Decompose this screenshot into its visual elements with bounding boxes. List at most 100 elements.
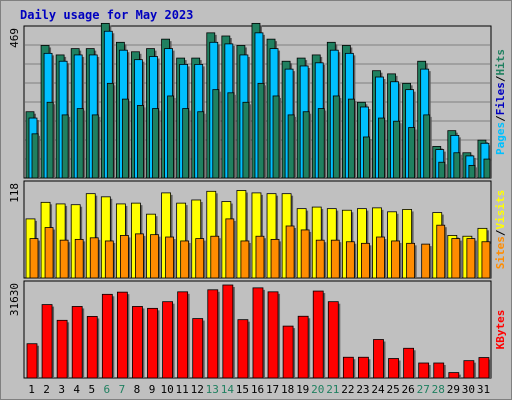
kbytes-bar: [26, 343, 38, 379]
x-tick-label: 21: [326, 383, 339, 396]
x-tick-label: 19: [296, 383, 309, 396]
x-tick-label: 5: [88, 383, 95, 396]
kbytes-bar: [282, 325, 294, 379]
kbytes-bar: [116, 291, 128, 379]
sites-bar: [89, 237, 99, 279]
kbytes-bar: [132, 306, 143, 379]
page-title: Daily usage for May 2023: [20, 8, 194, 22]
x-tick-label: 25: [386, 383, 399, 396]
legend-sites-visits: Sites/Visits: [494, 190, 507, 270]
x-tick-label: 10: [160, 383, 173, 396]
pages-bar: [347, 98, 355, 179]
x-tick-label: 8: [134, 383, 141, 396]
pages-bar: [46, 101, 54, 179]
kbytes-bar: [478, 357, 490, 379]
x-tick-label: 13: [206, 383, 219, 396]
kbytes-bar: [358, 356, 369, 379]
pages-bar: [121, 98, 129, 179]
sites-bar: [285, 225, 295, 279]
legend-sites: Sites: [494, 236, 507, 269]
sites-bar: [255, 235, 265, 279]
y-max-label-kbytes: 31630: [8, 283, 21, 316]
pages-bar: [302, 111, 310, 179]
kbytes-bar: [237, 319, 249, 379]
legend-visits: Visits: [494, 190, 507, 230]
x-tick-label: 12: [191, 383, 204, 396]
sites-bar: [315, 239, 325, 279]
pages-bar: [378, 117, 385, 179]
x-tick-label: 24: [371, 383, 385, 396]
kbytes-bar: [222, 284, 234, 379]
x-tick-label: 22: [341, 383, 354, 396]
y-max-label-hits: 469: [8, 28, 21, 48]
kbytes-bar: [312, 290, 324, 379]
pages-bar: [197, 111, 205, 179]
sites-bar: [59, 239, 69, 279]
sites-bar: [165, 236, 174, 279]
x-tick-label: 14: [221, 383, 235, 396]
pages-bar: [242, 101, 250, 179]
sites-bar: [270, 238, 280, 279]
kbytes-bar: [147, 307, 158, 379]
pages-bar: [137, 105, 144, 179]
sites-bar: [104, 240, 114, 279]
legend-sep: /: [494, 115, 507, 122]
pages-bar: [332, 95, 340, 179]
pages-bar: [76, 108, 84, 179]
kbytes-bar: [418, 362, 430, 379]
pages-bar: [363, 136, 370, 179]
legend-hits: Hits: [494, 49, 507, 76]
pages-bar: [483, 158, 491, 179]
x-tick-label: 20: [311, 383, 324, 396]
sites-bar: [391, 240, 400, 279]
kbytes-bar: [433, 362, 445, 379]
x-tick-label: 11: [176, 383, 189, 396]
sites-bar: [135, 233, 144, 279]
sites-bar: [451, 238, 461, 279]
sites-bar: [240, 240, 250, 279]
pages-bar: [61, 114, 69, 179]
pages-bar: [438, 161, 446, 179]
sites-bar: [330, 239, 340, 279]
legend-sep: /: [494, 75, 507, 82]
kbytes-bar: [448, 372, 460, 379]
kbytes-bar: [56, 319, 68, 379]
legend-hits-files-pages: Pages/Files/Hits: [494, 49, 507, 155]
legend-kbytes: KBytes: [494, 310, 507, 350]
kbytes-bar: [373, 339, 384, 379]
kbytes-bar: [207, 289, 219, 379]
x-tick-label: 26: [402, 383, 415, 396]
pages-bar: [91, 114, 99, 179]
x-tick-label: 2: [43, 383, 50, 396]
pages-bar: [227, 92, 235, 179]
pages-bar: [272, 95, 280, 179]
x-tick-label: 29: [447, 383, 460, 396]
pages-bar: [393, 120, 400, 179]
sites-bar: [74, 238, 84, 279]
sites-bar: [29, 238, 39, 279]
x-tick-label: 7: [119, 383, 126, 396]
kbytes-bar: [101, 293, 113, 379]
sites-bar: [150, 234, 159, 279]
pages-bar: [31, 133, 39, 179]
sites-bar: [119, 235, 129, 279]
pages-bar: [423, 114, 431, 179]
kbytes-bar: [252, 287, 264, 379]
x-tick-label: 6: [104, 383, 111, 396]
x-tick-label: 17: [266, 383, 279, 396]
sites-bar: [195, 238, 205, 279]
x-tick-label: 27: [417, 383, 430, 396]
sites-bar: [345, 241, 355, 279]
kbytes-bar: [463, 360, 475, 379]
kbytes-bar: [162, 301, 173, 379]
legend-pages: Pages: [494, 122, 507, 155]
y-max-label-visits: 118: [8, 183, 21, 203]
kbytes-bar: [86, 316, 98, 379]
kbytes-bar: [388, 358, 399, 379]
sites-bar: [466, 238, 476, 279]
pages-bar: [468, 164, 476, 179]
kbytes-bar: [267, 291, 279, 379]
kbytes-bar: [342, 356, 354, 379]
kbytes-bar: [327, 301, 339, 379]
